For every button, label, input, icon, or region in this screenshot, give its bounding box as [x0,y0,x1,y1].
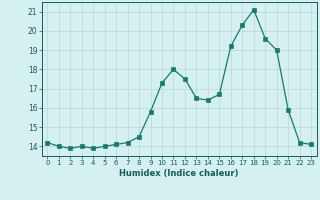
X-axis label: Humidex (Indice chaleur): Humidex (Indice chaleur) [119,169,239,178]
